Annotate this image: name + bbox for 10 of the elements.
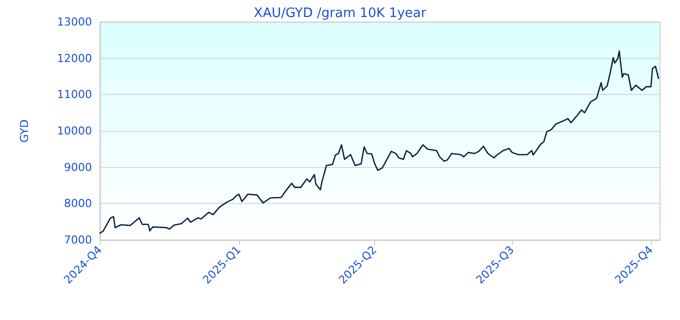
y-tick-label: 12000 <box>57 52 92 65</box>
chart-title: XAU/GYD /gram 10K 1year <box>254 6 427 21</box>
y-tick-label: 10000 <box>57 124 92 138</box>
y-tick-label: 8000 <box>64 197 92 210</box>
line-series <box>99 50 660 234</box>
y-tick-label: 9000 <box>64 160 92 174</box>
y-axis-title: GYD <box>18 119 31 143</box>
y-tick-label: 7000 <box>64 234 92 246</box>
y-tick-label: 13000 <box>57 16 92 28</box>
y-tick-label: 11000 <box>57 88 92 102</box>
